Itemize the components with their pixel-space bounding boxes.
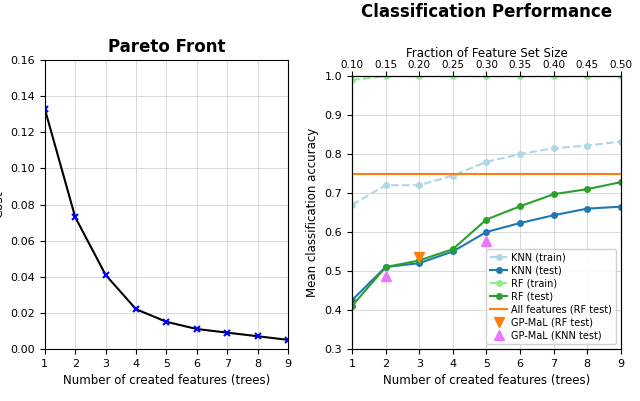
KNN (test) (415, 261, 423, 265)
KNN (train) (381, 183, 389, 188)
KNN (train) (516, 152, 524, 156)
KNN (train) (415, 183, 423, 188)
RF (test) (449, 247, 457, 251)
X-axis label: Number of created features (trees): Number of created features (trees) (383, 374, 590, 387)
Line: GP-MaL (KNN test): GP-MaL (KNN test) (381, 236, 492, 281)
KNN (train) (584, 143, 591, 148)
KNN (test) (550, 213, 557, 218)
KNN (test) (584, 206, 591, 211)
RF (train) (617, 74, 625, 79)
RF (train) (516, 74, 524, 79)
RF (train) (483, 74, 490, 79)
All features (RF test) (315, 171, 322, 176)
RF (train) (381, 74, 389, 79)
Y-axis label: Cost: Cost (0, 190, 4, 219)
Line: KNN (train): KNN (train) (349, 139, 623, 207)
X-axis label: Number of created features (trees): Number of created features (trees) (63, 374, 270, 387)
RF (train) (584, 74, 591, 79)
KNN (test) (516, 221, 524, 225)
GP-MaL (KNN test) (381, 273, 389, 278)
KNN (test) (348, 298, 356, 303)
Legend: KNN (train), KNN (test), RF (train), RF (test), All features (RF test), GP-MaL (: KNN (train), KNN (test), RF (train), RF … (486, 249, 616, 344)
RF (test) (584, 187, 591, 192)
Title: Classification Performance: Classification Performance (361, 3, 612, 20)
RF (test) (381, 265, 389, 269)
RF (train) (348, 78, 356, 83)
KNN (train) (449, 173, 457, 178)
KNN (test) (381, 265, 389, 269)
RF (test) (617, 180, 625, 184)
Line: RF (test): RF (test) (349, 179, 623, 309)
KNN (test) (617, 204, 625, 209)
RF (test) (516, 204, 524, 209)
All features (RF test) (348, 171, 356, 176)
Y-axis label: Mean classification accuracy: Mean classification accuracy (306, 128, 319, 297)
KNN (train) (483, 160, 490, 164)
KNN (train) (617, 139, 625, 144)
RF (test) (483, 217, 490, 222)
RF (train) (449, 74, 457, 79)
Line: RF (train): RF (train) (349, 73, 623, 83)
RF (train) (415, 74, 423, 79)
RF (train) (550, 74, 557, 79)
RF (test) (415, 258, 423, 263)
Title: Pareto Front: Pareto Front (108, 38, 225, 56)
GP-MaL (KNN test) (483, 238, 490, 243)
KNN (test) (449, 249, 457, 254)
RF (test) (550, 192, 557, 196)
KNN (train) (550, 146, 557, 151)
KNN (test) (483, 230, 490, 235)
RF (test) (348, 304, 356, 308)
Line: KNN (test): KNN (test) (349, 204, 623, 303)
KNN (train) (348, 203, 356, 207)
X-axis label: Fraction of Feature Set Size: Fraction of Feature Set Size (406, 47, 567, 60)
